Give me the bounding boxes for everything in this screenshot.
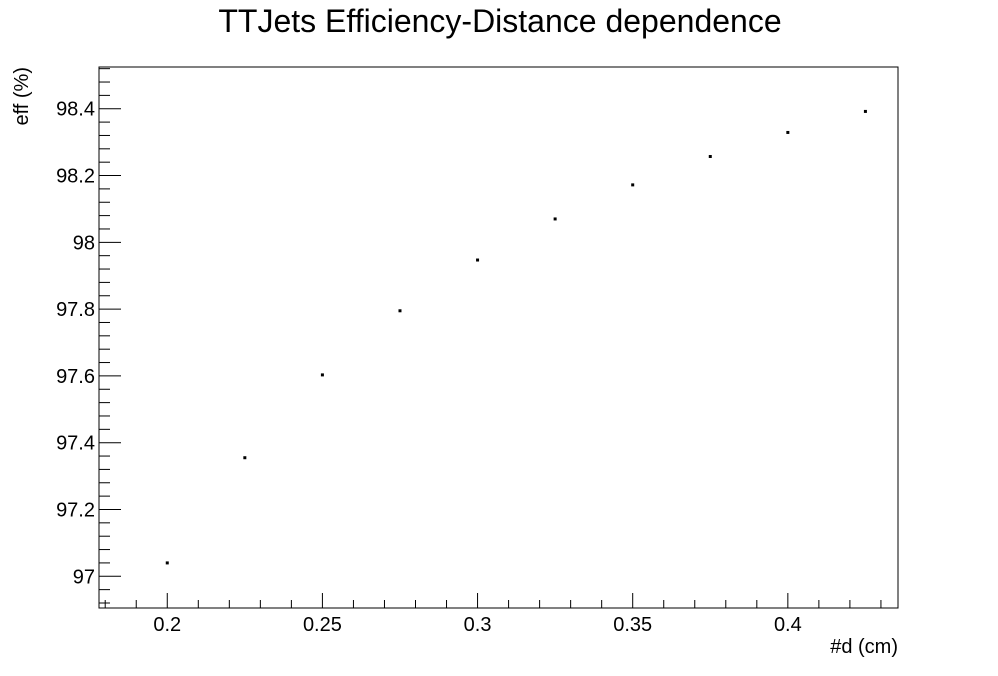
data-point [631, 183, 635, 187]
y-tick-label: 98.2 [56, 166, 95, 188]
data-point [553, 217, 557, 221]
data-point [708, 154, 712, 158]
y-tick-label: 98 [73, 232, 95, 254]
y-tick-label: 97.2 [56, 499, 95, 521]
data-point [863, 109, 867, 113]
x-tick-label: 0.35 [613, 614, 652, 636]
data-point [243, 456, 247, 460]
y-tick-label: 98.4 [56, 99, 95, 121]
data-point [165, 561, 169, 565]
plot-frame [98, 66, 899, 609]
y-tick-label: 97.4 [56, 433, 95, 455]
y-tick-label: 97.8 [56, 299, 95, 321]
data-points [165, 109, 867, 565]
data-point [476, 258, 480, 262]
x-tick-label: 0.2 [153, 614, 181, 636]
x-axis-label: #d (cm) [830, 636, 898, 658]
data-point [786, 130, 790, 134]
y-tick-label: 97.6 [56, 366, 95, 388]
data-point [320, 373, 324, 377]
chart-title: TTJets Efficiency-Distance dependence [218, 3, 781, 39]
x-tick-label: 0.3 [464, 614, 492, 636]
x-tick-label: 0.25 [303, 614, 342, 636]
y-axis-label: eff (%) [11, 67, 33, 126]
data-point [398, 309, 402, 313]
y-tick-label: 97 [73, 566, 95, 588]
x-tick-label: 0.4 [774, 614, 802, 636]
y-axis-ticks: 97 97.2 97.4 97.6 97.8 98 98.2 98.4 [56, 68, 121, 604]
x-axis-ticks: 0.2 0.25 0.3 0.35 0.4 [104, 593, 882, 636]
